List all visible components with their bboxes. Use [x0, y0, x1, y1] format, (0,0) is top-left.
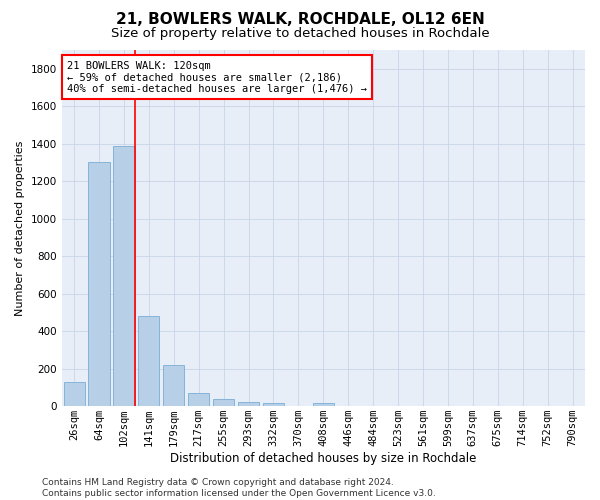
Text: Contains HM Land Registry data © Crown copyright and database right 2024.
Contai: Contains HM Land Registry data © Crown c…: [42, 478, 436, 498]
Bar: [88, 162, 110, 406]
Bar: [163, 365, 184, 406]
Bar: [238, 402, 259, 406]
Text: 21 BOWLERS WALK: 120sqm
← 59% of detached houses are smaller (2,186)
40% of semi: 21 BOWLERS WALK: 120sqm ← 59% of detache…: [67, 60, 367, 94]
Bar: [263, 404, 284, 406]
Text: 21, BOWLERS WALK, ROCHDALE, OL12 6EN: 21, BOWLERS WALK, ROCHDALE, OL12 6EN: [116, 12, 484, 28]
Bar: [188, 393, 209, 406]
Y-axis label: Number of detached properties: Number of detached properties: [15, 140, 25, 316]
Bar: [313, 404, 334, 406]
Text: Size of property relative to detached houses in Rochdale: Size of property relative to detached ho…: [110, 28, 490, 40]
Bar: [64, 382, 85, 406]
Bar: [213, 399, 234, 406]
Bar: [138, 316, 160, 406]
Bar: [113, 146, 134, 406]
X-axis label: Distribution of detached houses by size in Rochdale: Distribution of detached houses by size …: [170, 452, 476, 465]
